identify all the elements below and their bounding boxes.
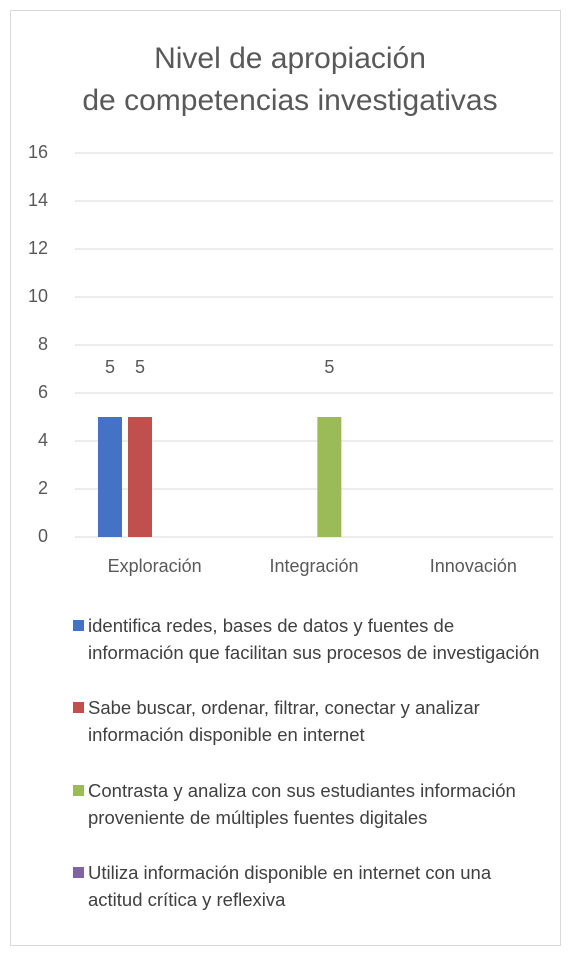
y-tick-label: 2 <box>38 478 48 498</box>
y-tick-label: 8 <box>38 334 48 354</box>
legend-label: Contrasta y analiza con sus estudiantes … <box>88 780 516 828</box>
legend-swatch <box>73 620 84 631</box>
y-tick-label: 12 <box>28 238 48 258</box>
y-tick-label: 14 <box>28 190 48 210</box>
y-tick-label: 4 <box>38 430 48 450</box>
legend-item: Utiliza información disponible en intern… <box>73 859 543 913</box>
y-tick-label: 0 <box>38 526 48 546</box>
data-label: 5 <box>105 357 115 377</box>
data-label: 5 <box>324 357 334 377</box>
bar <box>317 417 342 537</box>
y-tick-label: 6 <box>38 382 48 402</box>
legend-swatch <box>73 785 84 796</box>
y-tick-label: 16 <box>28 142 48 162</box>
legend-label: Sabe buscar, ordenar, filtrar, conectar … <box>88 697 480 745</box>
x-tick-label: Integración <box>269 556 358 576</box>
legend-label: Utiliza información disponible en intern… <box>88 862 492 910</box>
legend-swatch <box>73 867 84 878</box>
legend-item: identifica redes, bases de datos y fuent… <box>73 612 543 666</box>
legend-item: Contrasta y analiza con sus estudiantes … <box>73 777 543 831</box>
bar <box>98 417 122 537</box>
legend-label: identifica redes, bases de datos y fuent… <box>88 615 540 663</box>
x-tick-label: Innovación <box>430 556 517 576</box>
y-tick-label: 10 <box>28 286 48 306</box>
legend-item: Sabe buscar, ordenar, filtrar, conectar … <box>73 694 543 748</box>
legend-swatch <box>73 702 84 713</box>
x-tick-label: Exploración <box>108 556 202 576</box>
chart-title: Nivel de apropiación de competencias inve… <box>82 42 497 117</box>
bar <box>128 417 152 537</box>
data-label: 5 <box>135 357 145 377</box>
